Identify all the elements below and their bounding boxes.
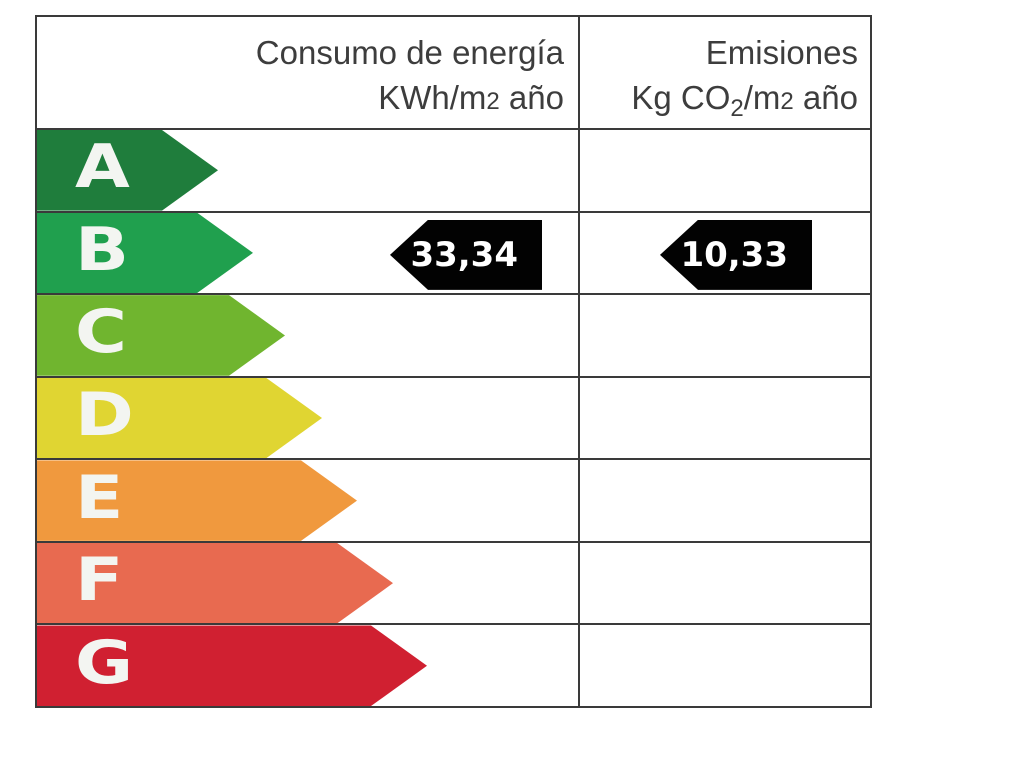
band-arrow-f: F — [37, 543, 393, 624]
band-row-f: F — [37, 540, 870, 624]
emissions-header-title: Emisiones — [705, 34, 858, 71]
consumption-header-units: KWh/m2 año — [378, 79, 564, 116]
band-letter-d: D — [75, 380, 134, 451]
band-arrow-a: A — [37, 130, 218, 211]
band-arrow-b: B — [37, 213, 253, 294]
band-letter-a: A — [75, 132, 130, 203]
emissions-value-arrow: 10,33 — [660, 219, 812, 290]
band-row-g: G — [37, 623, 870, 706]
band-arrow-d: D — [37, 378, 322, 459]
band-letter-b: B — [75, 214, 129, 285]
consumption-header-title: Consumo de energía — [255, 34, 564, 71]
band-row-e: E — [37, 458, 870, 541]
emissions-column-header: Emisiones Kg CO2/m2 año — [580, 17, 870, 128]
band-row-c: C — [37, 293, 870, 376]
table-header-row: Consumo de energía KWh/m2 año Emisiones … — [37, 17, 870, 128]
emissions-header-units: Kg CO2/m2 año — [631, 79, 858, 122]
emissions-value-label: 10,33 — [680, 234, 788, 275]
band-row-b: B 33,34 10,33 — [37, 210, 870, 294]
consumption-value-arrow: 33,34 — [390, 219, 542, 290]
consumption-column-header: Consumo de energía KWh/m2 año — [37, 17, 580, 128]
column-divider — [578, 17, 580, 706]
band-letter-e: E — [75, 462, 124, 533]
band-letter-c: C — [75, 297, 127, 368]
band-arrow-c: C — [37, 295, 285, 376]
consumption-value-label: 33,34 — [410, 234, 518, 275]
energy-rating-table: Consumo de energía KWh/m2 año Emisiones … — [35, 15, 872, 708]
band-arrow-g: G — [37, 625, 427, 706]
band-letter-g: G — [75, 627, 134, 698]
band-arrow-e: E — [37, 460, 357, 541]
band-row-a: A — [37, 128, 870, 211]
band-row-d: D — [37, 375, 870, 459]
band-letter-f: F — [75, 545, 124, 616]
